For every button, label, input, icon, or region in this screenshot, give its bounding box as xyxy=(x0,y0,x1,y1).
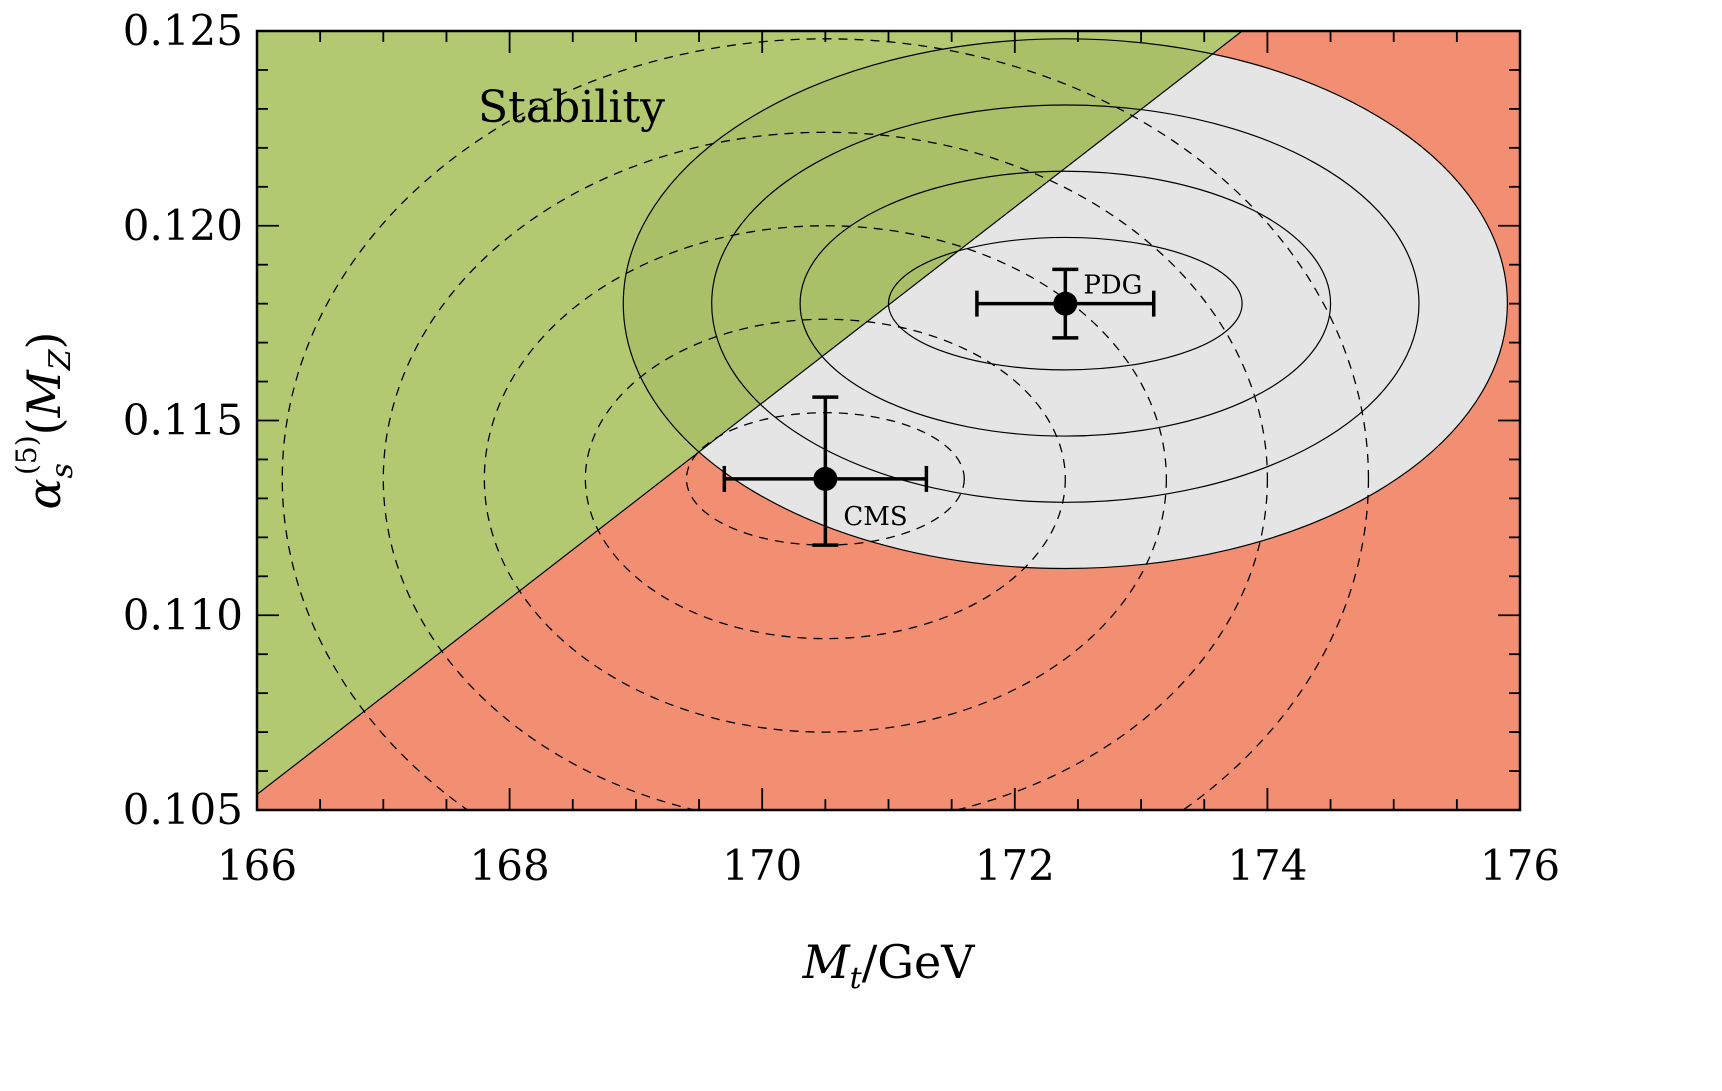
stability-boundary-line xyxy=(257,31,1243,795)
pdg-contour-4 xyxy=(622,38,1508,570)
point-cms: CMS xyxy=(722,395,929,547)
pdg-contour-2 xyxy=(799,170,1332,437)
x-tick-label: 176 xyxy=(1480,841,1560,890)
y-tick-label: 0.110 xyxy=(123,590,243,639)
axis-ticks xyxy=(256,30,1521,811)
y-tick-label: 0.105 xyxy=(123,785,243,834)
point-label-cms: CMS xyxy=(843,502,907,532)
cms-contour-4 xyxy=(382,131,1268,810)
x-tick-label: 170 xyxy=(722,841,802,890)
pdg-contour-1 xyxy=(887,236,1243,371)
y-axis-title: αs(5)(MZ) xyxy=(10,331,80,509)
pdg-contour-3 xyxy=(711,104,1420,503)
x-tick-label: 168 xyxy=(470,841,550,890)
x-axis-title: Mt/GeV xyxy=(802,935,976,996)
pdg-confidence-contours xyxy=(622,38,1508,570)
y-tick-label: 0.120 xyxy=(123,201,243,250)
x-tick-label: 172 xyxy=(975,841,1055,890)
x-tick-label: 174 xyxy=(1227,841,1307,890)
y-tick-label: 0.125 xyxy=(123,6,243,55)
point-pdg: PDG xyxy=(975,267,1156,340)
point-label-pdg: PDG xyxy=(1083,271,1142,301)
point-marker xyxy=(813,466,838,491)
y-tick-label: 0.115 xyxy=(123,396,243,445)
data-points: PDG CMS xyxy=(722,267,1156,547)
tick-labels: 166 168 170 172 174 176 0.105 0.110 0.115 0.120 0.… xyxy=(123,6,1560,890)
x-tick-label: 166 xyxy=(217,841,297,890)
point-marker xyxy=(1053,291,1078,316)
cms-contour-2 xyxy=(584,318,1066,640)
cms-contour-3 xyxy=(483,225,1168,733)
plot-area xyxy=(257,31,1520,810)
stability-label: Stability xyxy=(478,82,665,133)
